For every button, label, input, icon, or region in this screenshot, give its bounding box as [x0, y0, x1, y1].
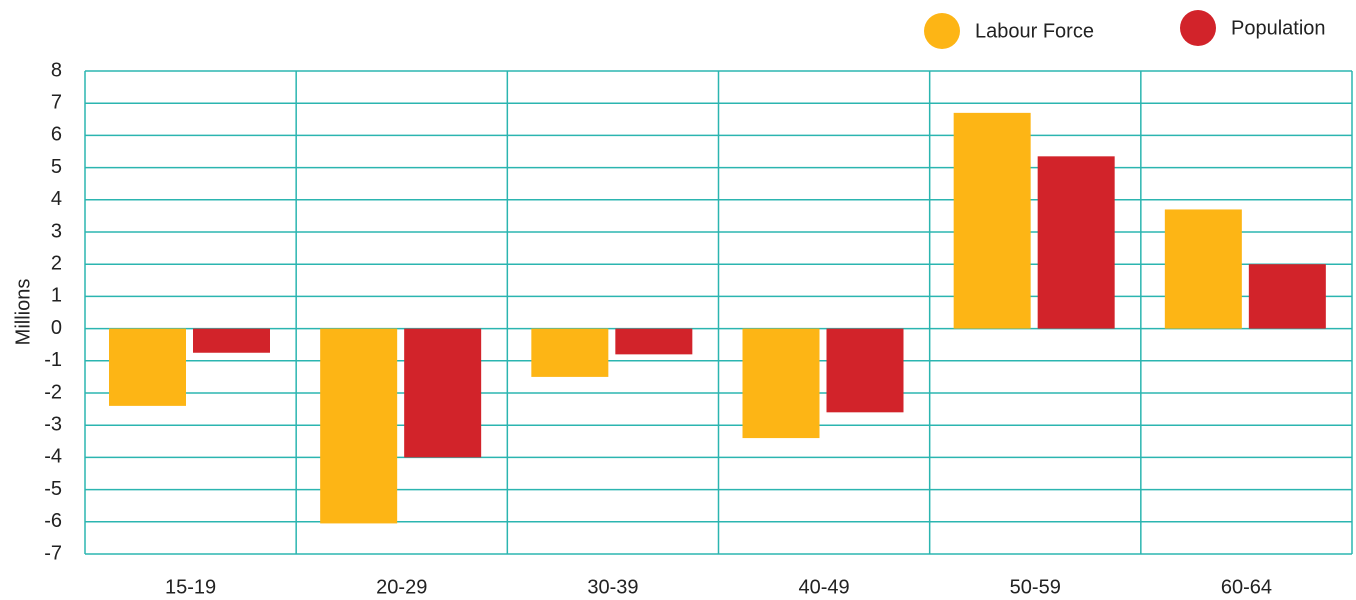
- y-tick-label: -2: [44, 381, 62, 403]
- y-tick-label: 0: [51, 317, 62, 339]
- x-tick-label: 50-59: [1010, 576, 1061, 598]
- x-tick-label: 15-19: [165, 576, 216, 598]
- bar: [1164, 209, 1242, 329]
- y-tick-label: -3: [44, 413, 62, 435]
- y-tick-label: 4: [51, 188, 62, 210]
- y-tick-label: 1: [51, 285, 62, 307]
- y-tick-label: 5: [51, 156, 62, 178]
- bar: [531, 328, 609, 377]
- bar: [404, 328, 482, 458]
- y-axis-label: Millions: [12, 279, 34, 346]
- bar: [320, 328, 398, 524]
- x-tick-label: 40-49: [799, 576, 850, 598]
- bar: [953, 112, 1031, 329]
- x-tick-label: 20-29: [376, 576, 427, 598]
- legend-swatch: [1180, 10, 1216, 46]
- y-tick-label: 2: [51, 252, 62, 274]
- bar: [1248, 264, 1326, 329]
- y-tick-label: -6: [44, 510, 62, 532]
- y-tick-label: 7: [51, 91, 62, 113]
- y-tick-label: -7: [44, 542, 62, 564]
- y-tick-label: -4: [44, 446, 62, 468]
- bar: [742, 328, 820, 439]
- y-tick-label: 8: [51, 59, 62, 81]
- bar: [193, 328, 270, 353]
- legend-label: Labour Force: [975, 20, 1094, 42]
- bar: [826, 328, 904, 413]
- y-tick-label: -1: [44, 349, 62, 371]
- legend-swatch: [924, 13, 960, 49]
- bar: [1037, 156, 1115, 329]
- y-tick-label: 3: [51, 220, 62, 242]
- bar: [109, 328, 186, 406]
- y-tick-label: 6: [51, 124, 62, 146]
- x-tick-label: 60-64: [1221, 576, 1272, 598]
- y-tick-label: -5: [44, 478, 62, 500]
- x-tick-label: 30-39: [587, 576, 638, 598]
- legend-label: Population: [1231, 17, 1326, 39]
- bar: [615, 328, 693, 355]
